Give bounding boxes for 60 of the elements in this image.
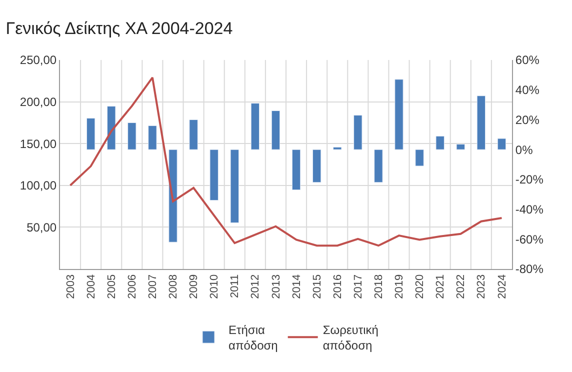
bar: [189, 119, 198, 150]
x-tick-label: 2004: [85, 274, 98, 299]
x-tick-label: 2010: [208, 274, 221, 299]
x-tick-label: 2011: [229, 274, 242, 298]
y2-tick-label: 40%: [515, 83, 540, 98]
x-tick-label: 2022: [455, 274, 468, 299]
y2-tick-label: 0%: [515, 142, 534, 157]
x-tick-label: 2005: [106, 274, 118, 299]
x-tick-label: 2015: [311, 274, 324, 299]
y2-tick-label: -20%: [515, 172, 544, 187]
y2-tick-label: -60%: [515, 232, 544, 246]
bar: [250, 103, 260, 150]
line-series: [69, 76, 503, 247]
y2-tick-label: -40%: [515, 202, 544, 216]
x-tick-label: 2023: [476, 274, 488, 299]
x-tick-label: 2009: [188, 274, 200, 299]
bar: [210, 149, 218, 201]
bar: [292, 149, 301, 190]
chart-title: Γενικός Δείκτης ΧΑ 2004-2024: [6, 19, 233, 38]
y-tick-label: 50,00: [26, 220, 57, 234]
x-tick-label: 2003: [64, 274, 77, 299]
x-tick-label: 2017: [352, 274, 364, 299]
bar: [148, 125, 157, 150]
x-tick-label: 2012: [250, 274, 262, 299]
bar: [354, 114, 362, 150]
x-tick-label: 2007: [147, 274, 160, 299]
y2-tick-label: -80%: [515, 262, 544, 276]
bar: [230, 149, 239, 223]
bar: [394, 79, 404, 150]
bar: [415, 149, 424, 166]
y2-tick-label: 20%: [515, 112, 540, 127]
bar: [436, 136, 444, 150]
legend-label: Ετήσια απόδοση: [228, 322, 278, 353]
x-tick-label: 2013: [270, 274, 282, 299]
bar: [168, 149, 178, 242]
bar: [312, 149, 322, 183]
x-tick-label: 2018: [373, 274, 386, 299]
bar: [86, 118, 96, 150]
x-tick-label: 2019: [394, 274, 406, 299]
legend-label: Σωρευτική απόδοση: [322, 322, 378, 353]
y-tick-label: 250,00: [20, 53, 57, 68]
bar: [374, 149, 383, 183]
x-tick-label: 2008: [168, 274, 180, 299]
x-tick-label: 2024: [496, 274, 508, 299]
x-tick-label: 2014: [290, 274, 303, 299]
x-tick-label: 2021: [434, 274, 447, 299]
bar: [333, 146, 342, 150]
bar: [456, 144, 465, 150]
bar: [497, 138, 506, 150]
y2-tick-label: 60%: [515, 53, 540, 68]
bar: [271, 110, 280, 150]
x-tick-label: 2016: [332, 274, 344, 299]
y-tick-label: 200,00: [20, 95, 57, 109]
x-tick-label: 2020: [414, 274, 426, 299]
y-tick-label: 150,00: [20, 136, 57, 151]
x-tick-label: 2006: [126, 274, 138, 299]
bar: [476, 96, 486, 150]
bar: [107, 106, 116, 150]
y-tick-label: 100,00: [20, 178, 57, 193]
bar: [128, 122, 136, 150]
